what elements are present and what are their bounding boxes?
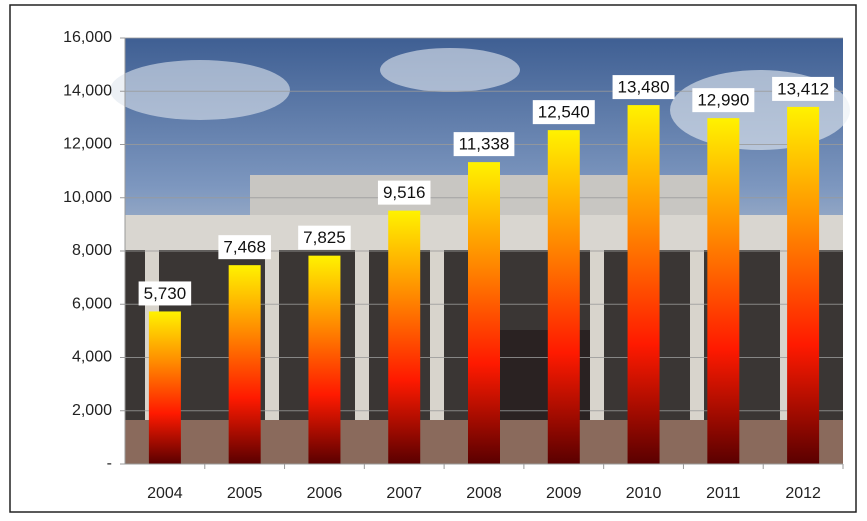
x-tick-label: 2009 xyxy=(546,485,582,502)
x-tick-label: 2005 xyxy=(227,485,263,502)
value-label-box xyxy=(692,88,755,113)
value-label: 9,516 xyxy=(383,183,426,202)
value-label-box xyxy=(377,180,431,205)
bar xyxy=(388,210,421,464)
y-tick-label: - xyxy=(107,455,112,472)
value-label: 12,990 xyxy=(697,91,749,110)
y-tick-label: 6,000 xyxy=(72,295,112,312)
value-label: 7,468 xyxy=(223,238,266,257)
value-label: 13,480 xyxy=(618,78,670,97)
value-label-box xyxy=(772,76,835,101)
x-tick-label: 2010 xyxy=(626,485,662,502)
value-label: 11,338 xyxy=(459,135,510,154)
y-tick-label: 4,000 xyxy=(72,349,112,366)
y-tick-label: 16,000 xyxy=(63,29,112,46)
y-tick-label: 2,000 xyxy=(72,402,112,419)
y-tick-label: 10,000 xyxy=(63,189,112,206)
bar xyxy=(468,162,500,465)
x-tick-label: 2007 xyxy=(386,485,422,502)
x-tick-label: 2008 xyxy=(466,485,502,502)
bar xyxy=(707,118,740,465)
value-label-box xyxy=(138,281,192,306)
value-label-box xyxy=(532,100,595,125)
bar xyxy=(547,130,580,464)
bar xyxy=(308,255,341,464)
value-label-box xyxy=(612,75,675,100)
bar xyxy=(228,265,261,464)
y-tick-label: 8,000 xyxy=(72,242,112,259)
x-tick-label: 2004 xyxy=(147,485,183,502)
x-tick-label: 2011 xyxy=(706,485,741,502)
x-tick-label: 2006 xyxy=(307,485,343,502)
x-tick-label: 2012 xyxy=(785,485,821,502)
y-tick-label: 12,000 xyxy=(63,136,112,153)
value-label: 12,540 xyxy=(538,103,590,122)
bar xyxy=(787,106,820,464)
y-tick-label: 14,000 xyxy=(63,82,112,99)
bar xyxy=(627,105,660,464)
value-label-box xyxy=(298,225,351,250)
value-label-box xyxy=(218,235,271,260)
value-label: 7,825 xyxy=(303,228,346,247)
bar xyxy=(148,311,181,464)
value-label-box xyxy=(453,132,515,157)
value-label: 5,730 xyxy=(144,284,187,303)
value-label: 13,412 xyxy=(777,79,829,98)
